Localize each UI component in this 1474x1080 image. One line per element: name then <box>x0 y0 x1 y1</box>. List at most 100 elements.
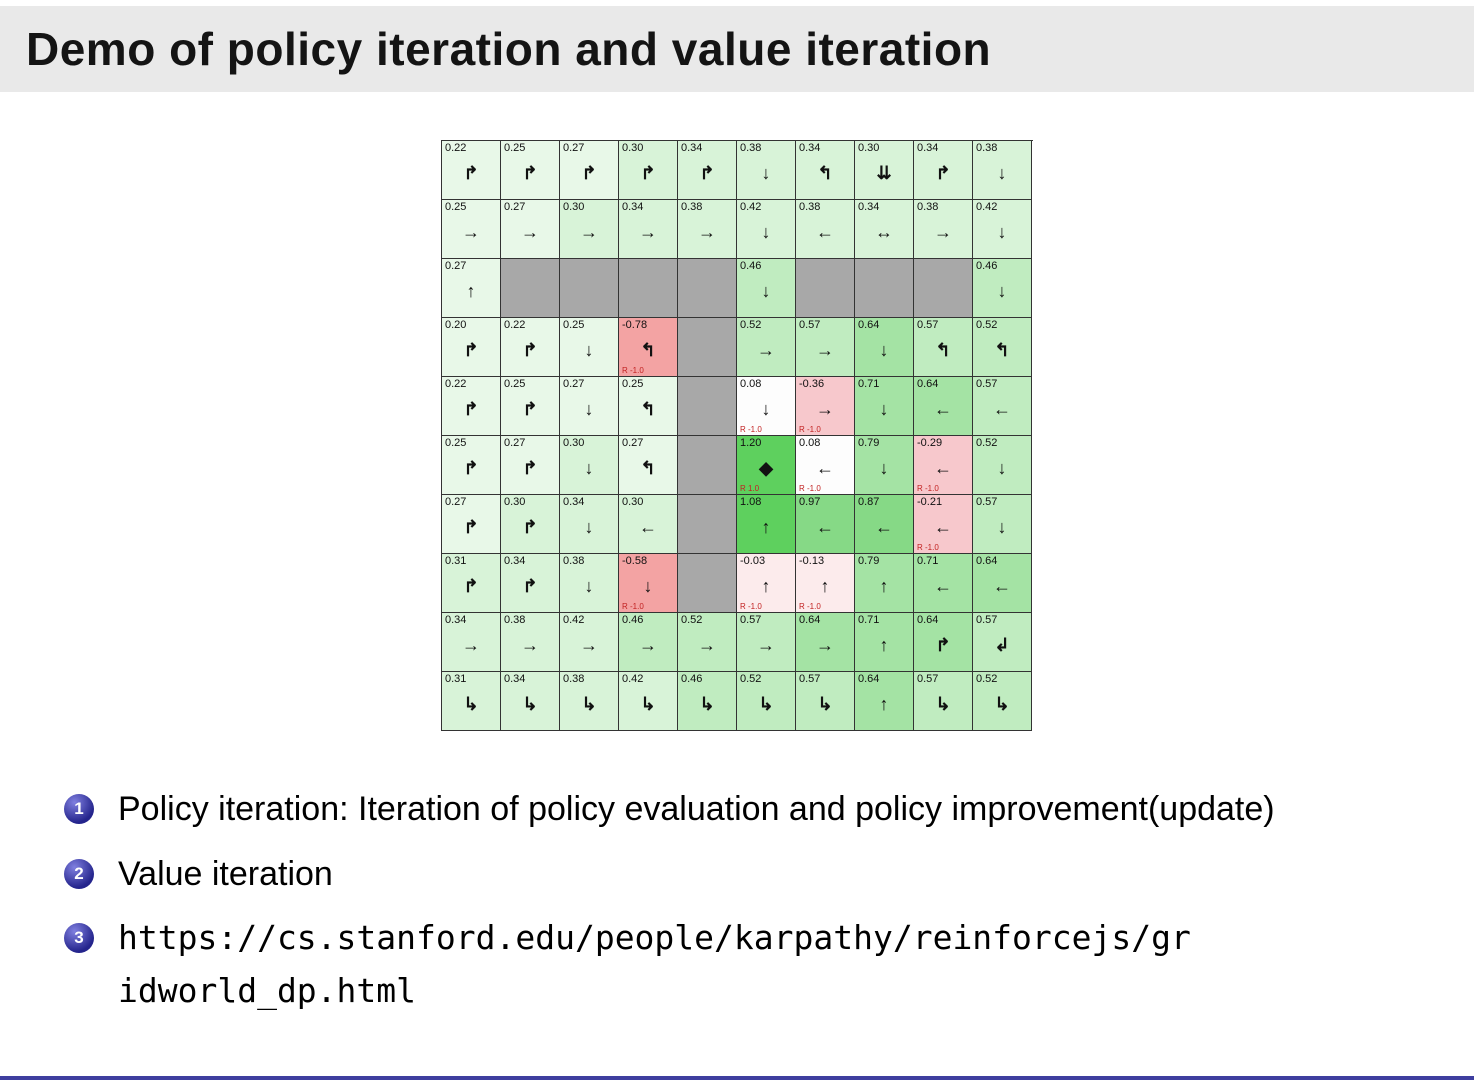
grid-cell: 0.57 ↓ <box>973 495 1032 554</box>
cell-value: 0.57 <box>917 319 939 331</box>
gridworld: 0.22 ↱ 0.25 ↱ 0.27 ↱ 0.30 ↱ 0.34 ↱ 0.38 ↓ 0.34 ↰ 0.30 ⇊… <box>441 140 1033 731</box>
grid-cell: 0.34 → <box>442 613 501 672</box>
cell-value: 0.79 <box>858 555 880 567</box>
cell-value: 0.34 <box>622 201 644 213</box>
grid-cell: 0.27 ↑ <box>442 259 501 318</box>
cell-value: 0.31 <box>445 555 467 567</box>
item-text: Policy iteration: Iteration of policy ev… <box>118 790 1275 828</box>
cell-value: 0.52 <box>740 319 762 331</box>
grid-cell: 0.64 ← <box>914 377 973 436</box>
policy-arrow-icon: ← <box>875 517 893 538</box>
policy-arrow-icon: ↱ <box>463 576 479 597</box>
cell-reward: R -1.0 <box>740 602 762 611</box>
grid-cell: 0.38 ↓ <box>560 554 619 613</box>
cell-value: 0.25 <box>504 378 526 390</box>
grid-cell: 0.27 ↱ <box>442 495 501 554</box>
cell-value: 0.30 <box>563 201 585 213</box>
cell-value: -0.36 <box>799 378 825 390</box>
policy-arrow-icon: ↳ <box>640 694 656 715</box>
grid-wall-cell <box>855 259 914 318</box>
grid-cell: 0.34 ↱ <box>501 554 560 613</box>
policy-arrow-icon: → <box>521 635 539 656</box>
grid-cell: 0.34 ↳ <box>501 672 560 731</box>
grid-cell: 0.46 ↓ <box>737 259 796 318</box>
grid-cell: 1.20 ◆ R 1.0 <box>737 436 796 495</box>
cell-value: -0.03 <box>740 555 766 567</box>
cell-value: 0.27 <box>563 142 585 154</box>
cell-value: 1.20 <box>740 437 762 449</box>
policy-arrow-icon: ↑ <box>820 576 830 597</box>
grid-cell: 0.30 ↓ <box>560 436 619 495</box>
grid-cell: 0.27 → <box>501 200 560 259</box>
grid-cell: 0.25 ↓ <box>560 318 619 377</box>
grid-wall-cell <box>678 259 737 318</box>
list-item-demo-url: 3 https://cs.stanford.edu/people/karpath… <box>64 912 1474 1018</box>
cell-value: -0.21 <box>917 496 943 508</box>
cell-value: 0.52 <box>976 437 998 449</box>
grid-cell: 0.30 → <box>560 200 619 259</box>
cell-value: 0.57 <box>917 673 939 685</box>
cell-reward: R -1.0 <box>799 484 821 493</box>
cell-reward: R 1.0 <box>740 484 760 493</box>
grid-cell: -0.03 ↑ R -1.0 <box>737 554 796 613</box>
policy-arrow-icon: ↳ <box>581 694 597 715</box>
grid-cell: 0.38 ↓ <box>737 141 796 200</box>
grid-cell: -0.21 ← R -1.0 <box>914 495 973 554</box>
grid-cell: 0.34 ↔ <box>855 200 914 259</box>
cell-reward: R -1.0 <box>799 602 821 611</box>
cell-value: 1.08 <box>740 496 762 508</box>
grid-cell: 0.71 ← <box>914 554 973 613</box>
policy-arrow-icon: ↑ <box>761 576 771 597</box>
policy-arrow-icon: → <box>757 340 775 361</box>
policy-arrow-icon: ↓ <box>761 222 771 243</box>
cell-value: 0.64 <box>858 319 880 331</box>
cell-value: 0.25 <box>445 437 467 449</box>
grid-cell: 0.08 ← R -1.0 <box>796 436 855 495</box>
item-text: Value iteration <box>118 854 333 893</box>
grid-cell: 0.79 ↑ <box>855 554 914 613</box>
cell-value: 0.27 <box>504 437 526 449</box>
title-bar: Demo of policy iteration and value itera… <box>0 6 1474 92</box>
grid-cell: 0.25 → <box>442 200 501 259</box>
policy-arrow-icon: ↱ <box>699 163 715 184</box>
policy-arrow-icon: ↱ <box>640 163 656 184</box>
cell-value: 0.34 <box>504 673 526 685</box>
policy-arrow-icon: ↲ <box>994 635 1010 656</box>
cell-reward: R -1.0 <box>917 484 939 493</box>
cell-value: 0.25 <box>445 201 467 213</box>
cell-value: 0.27 <box>563 378 585 390</box>
policy-arrow-icon: ↰ <box>640 458 656 479</box>
policy-arrow-icon: ↓ <box>997 281 1007 302</box>
cell-value: 0.22 <box>504 319 526 331</box>
grid-cell: 0.57 → <box>796 318 855 377</box>
grid-cell: 0.64 ↑ <box>855 672 914 731</box>
grid-cell: 0.42 → <box>560 613 619 672</box>
grid-cell: 0.30 ↱ <box>619 141 678 200</box>
cell-value: 0.34 <box>799 142 821 154</box>
cell-value: 0.34 <box>858 201 880 213</box>
cell-value: 0.57 <box>976 614 998 626</box>
grid-cell: 0.79 ↓ <box>855 436 914 495</box>
cell-value: 0.30 <box>858 142 880 154</box>
grid-cell: 0.46 → <box>619 613 678 672</box>
grid-cell: 0.71 ↑ <box>855 613 914 672</box>
cell-value: 0.52 <box>740 673 762 685</box>
policy-arrow-icon: ↱ <box>463 517 479 538</box>
policy-arrow-icon: → <box>698 222 716 243</box>
grid-cell: 0.64 → <box>796 613 855 672</box>
policy-arrow-icon: ↱ <box>522 458 538 479</box>
grid-wall-cell <box>914 259 973 318</box>
demo-url-link[interactable]: https://cs.stanford.edu/people/karpathy/… <box>118 918 1191 1011</box>
grid-cell: 0.30 ↱ <box>501 495 560 554</box>
bullet-list: 1 Policy iteration: Iteration of policy … <box>64 783 1474 1018</box>
cell-value: 0.34 <box>917 142 939 154</box>
policy-arrow-icon: ◆ <box>759 458 773 479</box>
cell-value: 0.52 <box>976 319 998 331</box>
grid-cell: 0.27 ↰ <box>619 436 678 495</box>
cell-value: 0.97 <box>799 496 821 508</box>
grid-cell: -0.29 ← R -1.0 <box>914 436 973 495</box>
cell-value: 0.52 <box>976 673 998 685</box>
cell-value: 0.42 <box>976 201 998 213</box>
cell-value: 0.38 <box>504 614 526 626</box>
grid-cell: 0.38 ← <box>796 200 855 259</box>
